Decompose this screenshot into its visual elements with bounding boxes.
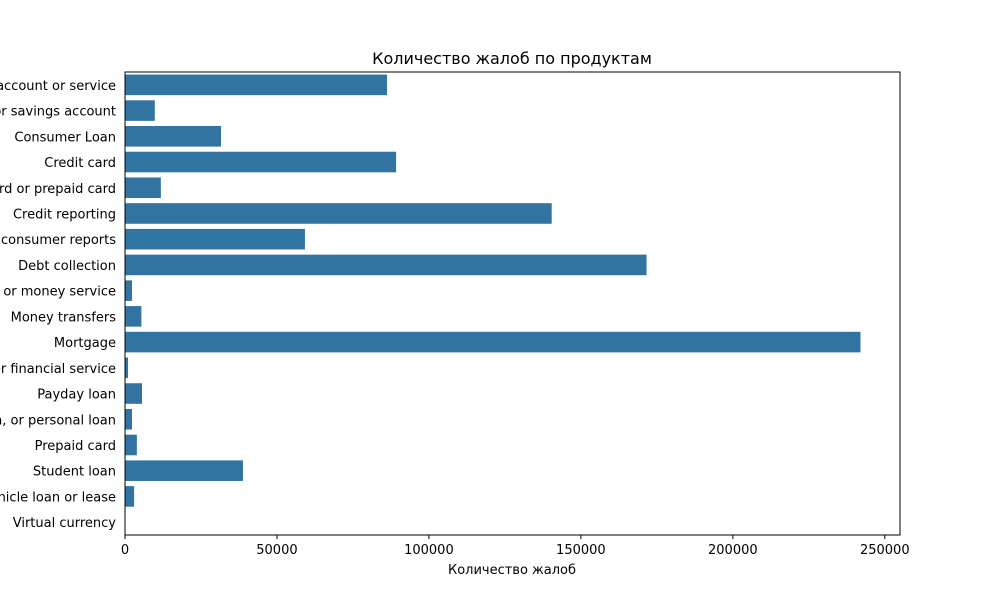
bar — [125, 229, 305, 250]
bar — [125, 100, 155, 121]
x-tick-label: 0 — [121, 543, 129, 558]
y-tick-label: Vehicle loan or lease — [0, 490, 116, 505]
y-tick-label: Debt collection — [18, 259, 116, 274]
x-tick-label: 100000 — [404, 543, 454, 558]
bar — [125, 280, 132, 301]
bar — [125, 435, 137, 456]
bar — [125, 177, 161, 198]
y-tick-label: Credit card or prepaid card — [0, 182, 116, 197]
y-tick-label: Payday loan — [37, 388, 116, 403]
y-tick-label: Credit card — [44, 156, 116, 171]
x-tick-label: 250000 — [860, 543, 910, 558]
y-tick-label: Other financial service — [0, 362, 116, 377]
bars-group — [125, 75, 860, 533]
bar — [125, 75, 387, 96]
x-tick-label: 150000 — [556, 543, 606, 558]
x-tick-label: 200000 — [708, 543, 758, 558]
bar — [125, 255, 647, 276]
y-tick-label: Mortgage — [54, 336, 116, 351]
y-tick-label: Credit reporting, credit repair services… — [0, 233, 116, 248]
bar — [125, 203, 552, 224]
bar — [125, 409, 132, 430]
bar — [125, 152, 396, 173]
bar — [125, 460, 243, 481]
y-tick-label: Payday loan, title loan, or personal loa… — [0, 413, 116, 428]
y-tick-label: Money transfer, virtual currency, or mon… — [0, 285, 116, 300]
y-tick-label: Virtual currency — [13, 516, 117, 531]
y-tick-label: Bank account or service — [0, 79, 116, 94]
x-axis-label: Количество жалоб — [448, 563, 576, 578]
y-tick-label: Checking or savings account — [0, 105, 116, 120]
bar — [125, 383, 142, 404]
bar — [125, 486, 134, 507]
y-axis-ticks: Bank account or service Checking or savin… — [0, 79, 125, 531]
y-tick-label: Student loan — [33, 465, 116, 480]
y-tick-label: Money transfers — [11, 310, 117, 325]
bar — [125, 126, 221, 147]
y-tick-label: Prepaid card — [35, 439, 116, 454]
x-axis-ticks: 0 50000 100000 150000 200000 250000 — [121, 535, 910, 558]
x-tick-label: 50000 — [256, 543, 297, 558]
chart-title: Количество жалоб по продуктам — [372, 49, 652, 68]
y-tick-label: Credit reporting — [13, 207, 116, 222]
bar — [125, 306, 141, 327]
y-tick-label: Consumer Loan — [14, 130, 116, 145]
bar — [125, 332, 860, 353]
